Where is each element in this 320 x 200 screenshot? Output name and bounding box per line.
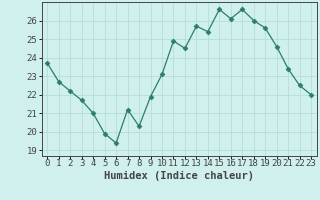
X-axis label: Humidex (Indice chaleur): Humidex (Indice chaleur): [104, 171, 254, 181]
